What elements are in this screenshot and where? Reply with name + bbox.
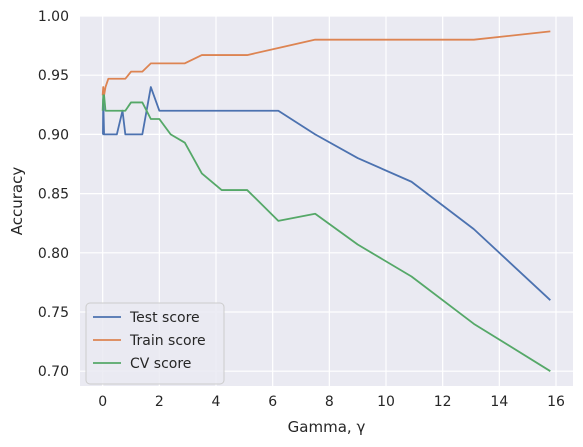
y-tick-label: 0.90 — [38, 127, 69, 143]
x-tick-label: 2 — [155, 394, 164, 410]
series-line-2 — [101, 30, 551, 97]
series-line-3 — [101, 94, 551, 372]
y-tick-label: 1.00 — [38, 9, 69, 25]
x-tick-label: 14 — [490, 394, 508, 410]
x-axis-ticks: 0 2 4 6 8 10 12 14 16 — [98, 394, 565, 410]
legend-entry: Train score — [129, 333, 206, 349]
y-tick-label: 0.95 — [38, 68, 69, 84]
y-axis-label: Accuracy — [8, 167, 26, 236]
x-axis-label: Gamma, γ — [288, 418, 366, 436]
y-tick-label: 0.75 — [38, 305, 69, 321]
y-axis-ticks: 0.70 0.75 0.80 0.85 0.90 0.95 1.00 — [38, 9, 69, 380]
x-tick-label: 10 — [377, 394, 395, 410]
y-tick-label: 0.85 — [38, 187, 69, 203]
grid — [80, 15, 573, 386]
x-tick-label: 0 — [98, 394, 107, 410]
x-tick-label: 4 — [212, 394, 221, 410]
x-tick-label: 6 — [268, 394, 277, 410]
x-tick-label: 16 — [547, 394, 565, 410]
x-tick-label: 8 — [325, 394, 334, 410]
legend: Test score Train score CV score — [85, 302, 225, 385]
legend-entry: Test score — [129, 310, 200, 326]
y-tick-label: 0.80 — [38, 246, 69, 262]
y-tick-label: 0.70 — [38, 364, 69, 380]
x-tick-label: 12 — [434, 394, 452, 410]
legend-entry: CV score — [130, 356, 191, 372]
series-layer — [101, 30, 551, 372]
